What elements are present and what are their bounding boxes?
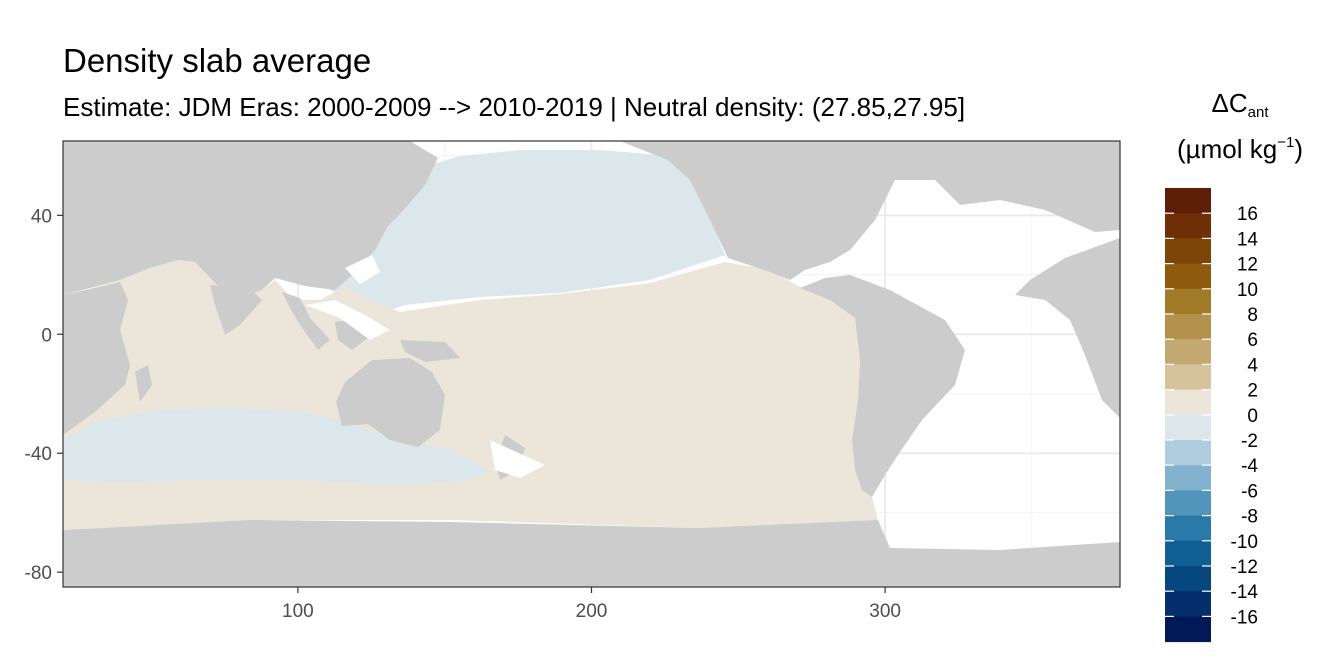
land-north-america <box>620 141 1120 280</box>
y-tick-label: -80 <box>25 563 52 584</box>
legend-label: 10 <box>1237 280 1258 301</box>
legend-unit-suffix: ) <box>1294 134 1303 164</box>
legend-label: -14 <box>1231 582 1259 603</box>
legend-swatch <box>1165 440 1211 466</box>
legend-label: -12 <box>1231 557 1258 578</box>
legend-label: -2 <box>1241 431 1258 452</box>
legend-unit: (µmol kg−1) <box>1150 134 1330 165</box>
legend-swatch <box>1165 188 1211 214</box>
land-greenland <box>1015 141 1110 200</box>
land-southeast-asia <box>282 292 330 350</box>
land-africa <box>63 282 130 435</box>
legend-title-subscript: ant <box>1247 104 1269 121</box>
legend-swatch <box>1165 263 1211 290</box>
legend-swatch <box>1165 213 1211 239</box>
x-tick-label: 300 <box>869 601 901 622</box>
land-india <box>210 285 262 335</box>
land-australia <box>336 358 445 447</box>
y-tick-label: 40 <box>31 206 52 227</box>
legend-colorbar: 16 14 12 10 8 6 4 2 0 -2 -4 -6 -8 -10 -12 -14 -16 <box>1165 188 1259 643</box>
legend-label: 14 <box>1237 229 1259 250</box>
legend-swatch <box>1165 540 1211 567</box>
legend-swatch <box>1165 339 1211 365</box>
nodata-japan-sea <box>345 255 380 284</box>
legend-title: ΔCant <box>1150 88 1330 121</box>
legend-swatch <box>1165 364 1211 391</box>
legend-swatch <box>1165 238 1211 265</box>
land-africa-east-edge <box>1015 238 1120 418</box>
legend-label: 2 <box>1247 381 1258 402</box>
land-eurasia <box>63 141 438 297</box>
legend-swatch <box>1165 465 1211 491</box>
map-layer <box>63 141 1120 587</box>
nodata-indonesian-seas <box>305 300 390 340</box>
legend-label: 8 <box>1247 305 1258 326</box>
legend-label: -16 <box>1231 607 1258 628</box>
legend-label: 0 <box>1247 406 1258 427</box>
legend-label: -8 <box>1241 507 1258 528</box>
legend-swatch <box>1165 314 1211 340</box>
legend-swatch <box>1165 616 1211 643</box>
ocean-north-pacific <box>330 150 725 315</box>
legend-label: -6 <box>1241 481 1258 502</box>
legend-label: 16 <box>1237 204 1258 225</box>
legend-unit-prefix: (µmol kg <box>1177 134 1278 164</box>
legend-swatch <box>1165 515 1211 542</box>
nodata-tasman-patch <box>490 440 545 478</box>
legend-label: 4 <box>1247 355 1258 376</box>
legend-label: 6 <box>1247 330 1258 351</box>
legend-swatch <box>1165 566 1211 592</box>
land-antarctica <box>63 520 1120 587</box>
legend-label: -4 <box>1241 456 1258 477</box>
legend-swatch <box>1165 414 1211 441</box>
legend-label: -10 <box>1231 532 1258 553</box>
legend-swatch <box>1165 490 1211 517</box>
legend-swatch <box>1165 389 1211 416</box>
legend-unit-superscript: −1 <box>1277 134 1295 151</box>
legend-swatch <box>1165 591 1211 617</box>
x-tick-label: 100 <box>282 601 314 622</box>
legend-swatch <box>1165 288 1211 315</box>
x-tick-label: 200 <box>576 601 608 622</box>
y-tick-label: 0 <box>41 325 52 346</box>
ocean-southern-indian-band <box>63 408 490 485</box>
land-new-guinea <box>400 340 460 362</box>
plot-title: Density slab average <box>63 42 372 79</box>
legend-label: 12 <box>1237 255 1258 276</box>
plot-subtitle: Estimate: JDM Eras: 2000-2009 --> 2010-2… <box>63 92 966 122</box>
land-madagascar <box>135 365 152 402</box>
y-tick-label: -40 <box>25 444 52 465</box>
land-south-america <box>800 275 965 497</box>
legend-title-delta: ΔC <box>1211 88 1248 118</box>
